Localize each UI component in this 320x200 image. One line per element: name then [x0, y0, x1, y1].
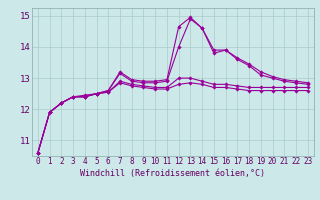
- X-axis label: Windchill (Refroidissement éolien,°C): Windchill (Refroidissement éolien,°C): [80, 169, 265, 178]
